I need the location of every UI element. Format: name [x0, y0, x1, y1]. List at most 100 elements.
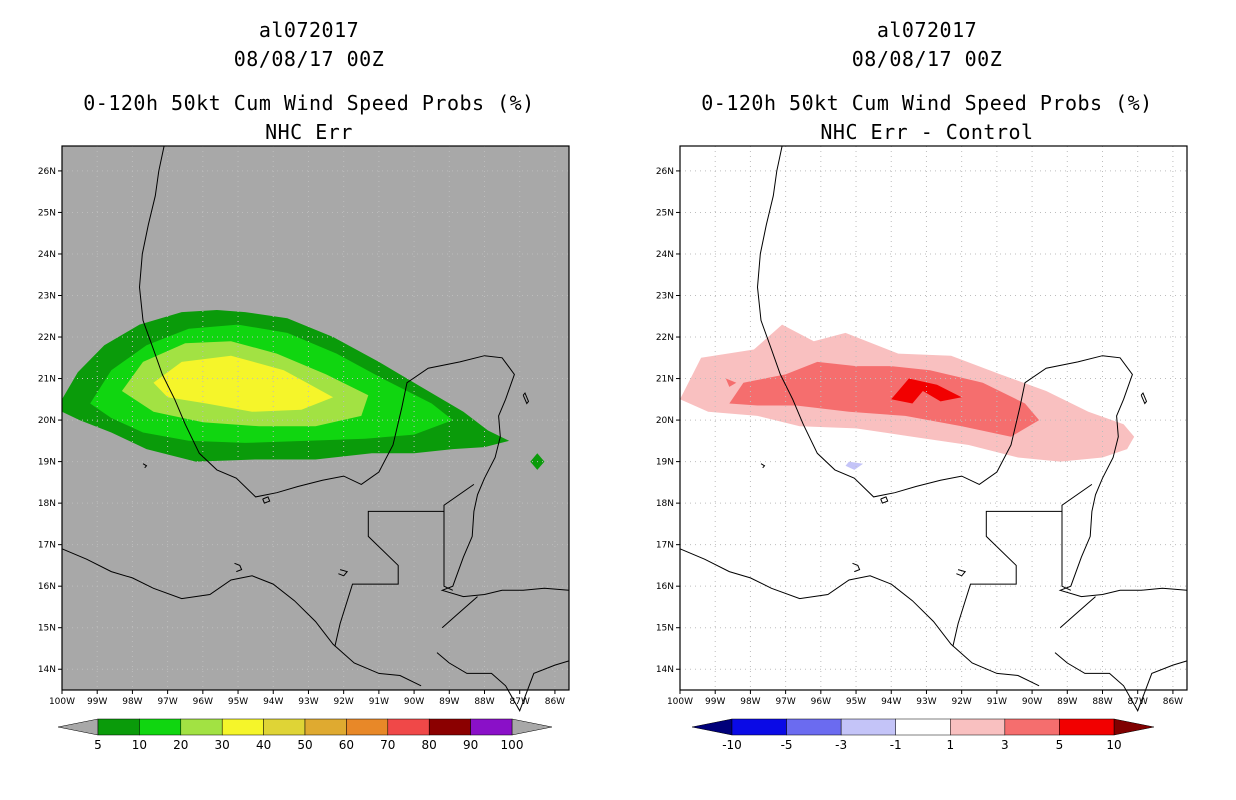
colorbar-swatch	[470, 718, 513, 736]
colorbar-label: 100	[501, 738, 524, 752]
colorbar-label: -5	[781, 738, 793, 752]
lat-tick-label: 22N	[38, 333, 56, 343]
colorbar-label: 1	[946, 738, 954, 752]
island-outline	[760, 463, 766, 469]
lat-tick-label: 24N	[38, 250, 56, 260]
lat-tick-label: 17N	[38, 541, 56, 551]
coastlines	[679, 145, 1188, 712]
colorbar-label: -10	[722, 738, 742, 752]
lat-tick-label: 20N	[38, 416, 56, 426]
colorbar-swatch	[263, 718, 306, 736]
lon-tick-label: 88W	[1092, 697, 1112, 707]
colorbar-label: 30	[215, 738, 230, 752]
boundary-line	[1059, 596, 1096, 629]
colorbar-swatch	[786, 718, 842, 736]
lon-tick-label: 98W	[122, 697, 142, 707]
island-outline	[880, 496, 889, 504]
lat-tick-label: 23N	[38, 291, 56, 301]
colorbar-swatch	[387, 718, 430, 736]
lon-tick-label: 100W	[49, 697, 75, 707]
island-outline	[234, 562, 243, 573]
lon-tick-label: 93W	[298, 697, 318, 707]
lon-tick-label: 93W	[916, 697, 936, 707]
lat-tick-label: 18N	[38, 499, 56, 509]
colorbar-swatch	[346, 718, 389, 736]
lon-tick-label: 91W	[987, 697, 1007, 707]
probability-band	[153, 355, 334, 412]
colorbar-label: -3	[835, 738, 847, 752]
difference-contours	[680, 324, 1135, 470]
coastlines	[61, 145, 570, 712]
colorbar-swatch	[1004, 718, 1060, 736]
left-title-model: NHC Err	[265, 120, 353, 144]
lat-tick-label: 22N	[656, 333, 674, 343]
boundary-line	[138, 145, 570, 598]
right-title-datetime: 08/08/17 00Z	[851, 47, 1003, 71]
boundary-line	[952, 483, 1093, 647]
axis-ticks: 26N 25N 24N 23N 22N 21N 20N 19N 18N 17N 16N 15N 14N 1…	[656, 146, 1187, 707]
boundary-line	[61, 548, 422, 687]
lon-tick-label: 98W	[740, 697, 760, 707]
colorbar-over-arrow	[1113, 718, 1155, 736]
lat-tick-label: 23N	[656, 291, 674, 301]
right-plot-frame	[679, 145, 1188, 691]
lat-tick-label: 21N	[38, 375, 56, 385]
lon-tick-label: 91W	[369, 697, 389, 707]
left-title-product: 0-120h 50kt Cum Wind Speed Probs (%)	[83, 91, 535, 115]
colorbar-swatch	[950, 718, 1006, 736]
lat-tick-label: 17N	[656, 541, 674, 551]
colorbar-swatch	[139, 718, 182, 736]
island-outline	[262, 496, 271, 504]
right-title-storm-id: al072017	[876, 18, 978, 42]
right-title-product: 0-120h 50kt Cum Wind Speed Probs (%)	[701, 91, 1153, 115]
boundary-line	[334, 483, 475, 647]
boundary-line	[679, 548, 1040, 687]
colorbar-swatch	[180, 718, 223, 736]
diff-band-3-5	[729, 361, 1040, 437]
left-map: 26N 25N 24N 23N 22N 21N 20N 19N 18N 17N 16N 15N 14N 1…	[38, 145, 570, 752]
lat-tick-label: 16N	[38, 582, 56, 592]
island-outline	[852, 562, 861, 573]
colorbar-label: 3	[1001, 738, 1009, 752]
lon-tick-label: 89W	[439, 697, 459, 707]
lon-tick-label: 90W	[1022, 697, 1042, 707]
boundary-line	[441, 596, 478, 629]
colorbar-swatch	[97, 718, 140, 736]
lon-tick-label: 87W	[1128, 697, 1148, 707]
lon-tick-label: 92W	[951, 697, 971, 707]
colorbar-label: 50	[297, 738, 312, 752]
colorbar-label: 10	[132, 738, 147, 752]
boundary-line	[1054, 652, 1188, 712]
lon-tick-label: 97W	[775, 697, 795, 707]
colorbar-swatch	[221, 718, 264, 736]
lat-tick-label: 25N	[38, 208, 56, 218]
lon-tick-label: 86W	[1163, 697, 1183, 707]
lat-tick-label: 19N	[656, 458, 674, 468]
colorbar-swatch	[840, 718, 896, 736]
colorbar-swatch	[428, 718, 471, 736]
lat-tick-label: 20N	[656, 416, 674, 426]
lon-tick-label: 99W	[87, 697, 107, 707]
colorbar-label: 60	[339, 738, 354, 752]
boundary-line	[436, 652, 570, 712]
colorbar-label: 90	[463, 738, 478, 752]
right-map: 26N 25N 24N 23N 22N 21N 20N 19N 18N 17N 16N 15N 14N 1…	[656, 145, 1188, 752]
colorbar-swatch	[1059, 718, 1115, 736]
lat-tick-label: 26N	[38, 167, 56, 177]
island-outline	[956, 569, 967, 577]
colorbar-label: 5	[94, 738, 102, 752]
lat-tick-label: 26N	[656, 167, 674, 177]
lat-tick-label: 18N	[656, 499, 674, 509]
colorbar-swatch	[304, 718, 347, 736]
lon-tick-label: 94W	[263, 697, 283, 707]
boundary-line	[1061, 511, 1072, 591]
diff-negative-spot	[845, 461, 864, 470]
lon-tick-label: 97W	[157, 697, 177, 707]
diff-spot	[725, 378, 737, 387]
left-panel: al072017 08/08/17 00Z 0-120h 50kt Cum Wi…	[38, 18, 570, 752]
colorbar-swatch	[731, 718, 787, 736]
axis-ticks: 26N 25N 24N 23N 22N 21N 20N 19N 18N 17N 16N 15N 14N 1…	[38, 146, 569, 707]
island-outline	[142, 463, 148, 469]
colorbar-label: 40	[256, 738, 271, 752]
colorbar-swatch	[895, 718, 951, 736]
